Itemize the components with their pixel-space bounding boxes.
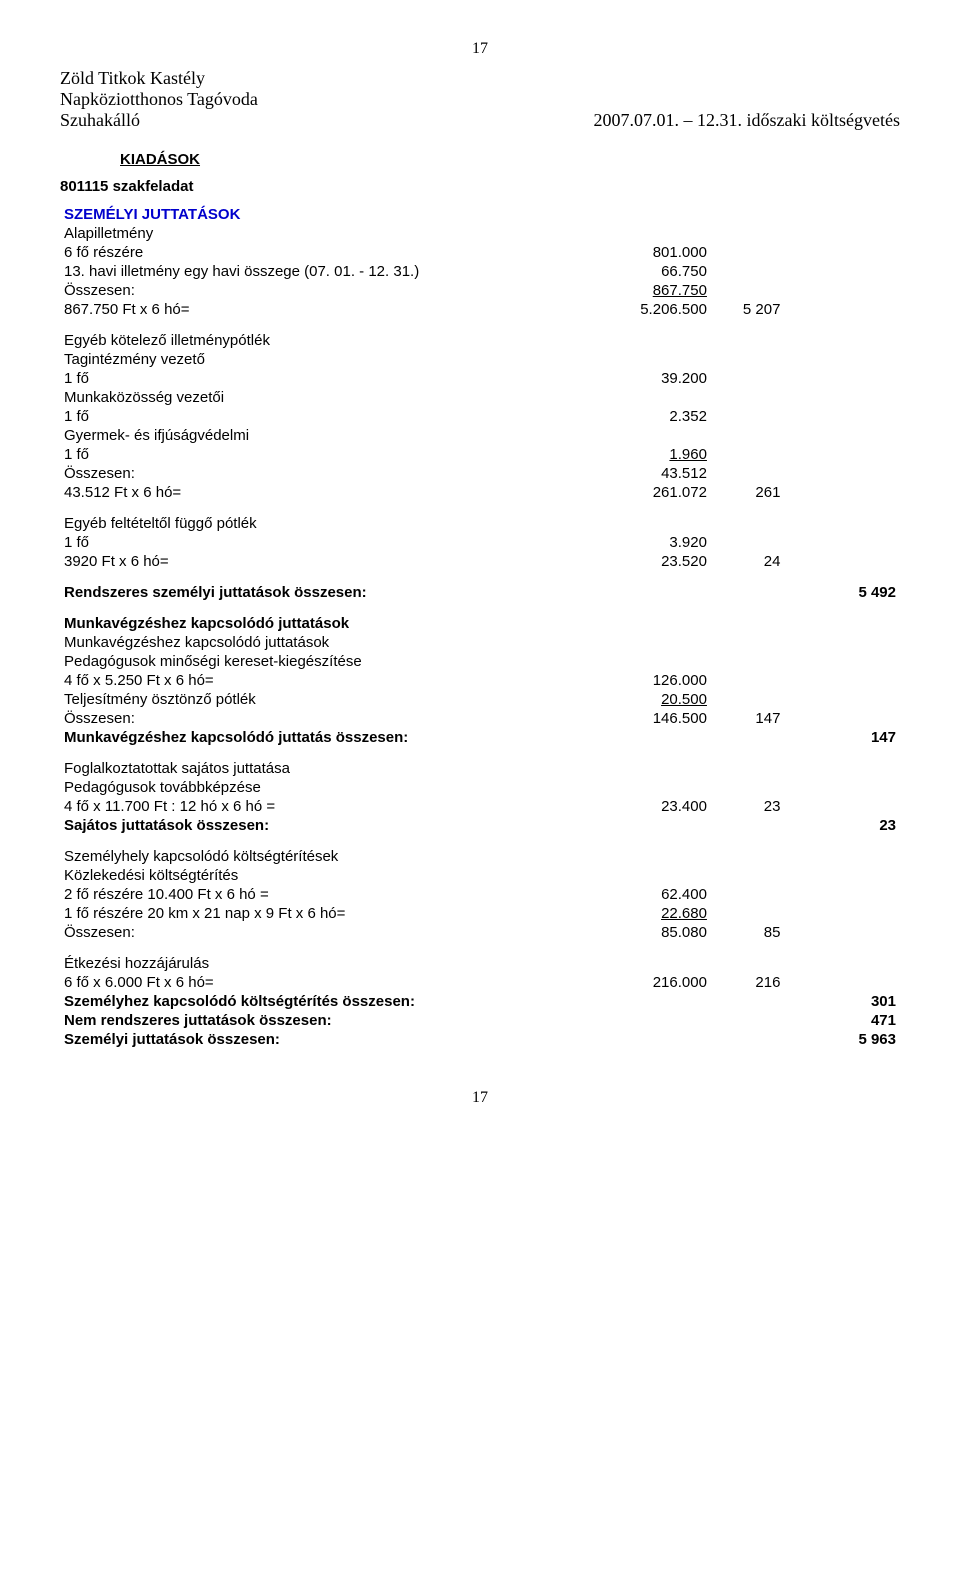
etk-l5-col3: 5 963 (784, 1030, 900, 1049)
munka-l5-col2: 147 (711, 709, 784, 728)
budget-content: KIADÁSOK 801115 szakfeladat SZEMÉLYI JUT… (60, 151, 900, 1049)
felt-l2-label: 3920 Ft x 6 hó= (60, 552, 606, 571)
alap-line3-val: 66.750 (606, 262, 711, 281)
munka-l1: Munkavégzéshez kapcsolódó juttatások (60, 633, 606, 652)
saj-l3-val: 23.400 (606, 797, 711, 816)
alap-line5-val: 5.206.500 (606, 300, 711, 319)
kot-l6-val: 1.960 (606, 445, 711, 464)
kot-l2-val: 39.200 (606, 369, 711, 388)
subfeladat: 801115 szakfeladat (60, 178, 900, 195)
felt-l2-col2: 24 (711, 552, 784, 571)
org-line-1: Zöld Titkok Kastély (60, 68, 258, 89)
szh-l5-val: 85.080 (606, 923, 711, 942)
munka-l3-val: 126.000 (606, 671, 711, 690)
kot-l8-col2: 261 (711, 483, 784, 502)
alap-line4-val: 867.750 (606, 281, 711, 300)
munka-l4-val: 20.500 (606, 690, 711, 709)
munka-title: Munkavégzéshez kapcsolódó juttatások (60, 614, 606, 633)
munka-l5-label: Összesen: (60, 709, 606, 728)
org-line-3: Szuhakálló (60, 110, 258, 131)
munka-l2: Pedagógusok minőségi kereset-kiegészítés… (60, 652, 606, 671)
szh-l5-label: Összesen: (60, 923, 606, 942)
szh-l3-label: 2 fő részére 10.400 Ft x 6 hó = (60, 885, 606, 904)
kot-l4-label: 1 fő (60, 407, 606, 426)
szh-l4-val: 22.680 (606, 904, 711, 923)
saj-l4-label: Sajátos juttatások összesen: (60, 816, 606, 835)
alap-line2-label: 6 fő részére (60, 243, 606, 262)
etk-l2-label: 6 fő x 6.000 Ft x 6 hó= (60, 973, 606, 992)
felt-title: Egyéb feltételtől függő pótlék (60, 514, 606, 533)
alap-line5-label: 867.750 Ft x 6 hó= (60, 300, 606, 319)
kot-l6-label: 1 fő (60, 445, 606, 464)
etk-l3-label: Személyhez kapcsolódó költségtérítés öss… (60, 992, 606, 1011)
szh-l3-val: 62.400 (606, 885, 711, 904)
etk-l1: Étkezési hozzájárulás (60, 954, 606, 973)
page-header: Zöld Titkok Kastély Napköziotthonos Tagó… (60, 68, 900, 131)
munka-l6-label: Munkavégzéshez kapcsolódó juttatás össze… (60, 728, 606, 747)
kot-l1: Tagintézmény vezető (60, 350, 606, 369)
szh-l1: Személyhely kapcsolódó költségtérítések (60, 847, 606, 866)
page-number-top: 17 (60, 40, 900, 58)
etk-l4-col3: 471 (784, 1011, 900, 1030)
alap-line3-label: 13. havi illetmény egy havi összege (07.… (60, 262, 606, 281)
alap-line4-label: Összesen: (60, 281, 606, 300)
rendszeres-val: 5 492 (784, 583, 900, 602)
szh-l4-label: 1 fő részére 20 km x 21 nap x 9 Ft x 6 h… (60, 904, 606, 923)
kot-title: Egyéb kötelező illetménypótlék (60, 331, 606, 350)
etk-l2-val: 216.000 (606, 973, 711, 992)
page-number-bottom: 17 (60, 1089, 900, 1107)
saj-l3-col2: 23 (711, 797, 784, 816)
budget-table: SZEMÉLYI JUTTATÁSOK Alapilletmény 6 fő r… (60, 205, 900, 1049)
alap-line2-val: 801.000 (606, 243, 711, 262)
group-szemelyi: SZEMÉLYI JUTTATÁSOK (64, 206, 240, 223)
etk-l2-col2: 216 (711, 973, 784, 992)
felt-l1-label: 1 fő (60, 533, 606, 552)
saj-l3-label: 4 fő x 11.700 Ft : 12 hó x 6 hó = (60, 797, 606, 816)
etk-l3-col3: 301 (784, 992, 900, 1011)
kot-l8-label: 43.512 Ft x 6 hó= (60, 483, 606, 502)
org-line-2: Napköziotthonos Tagóvoda (60, 89, 258, 110)
szh-l2: Közlekedési költségtérítés (60, 866, 606, 885)
saj-l2: Pedagógusok továbbképzése (60, 778, 606, 797)
etk-l5-label: Személyi juttatások összesen: (60, 1030, 606, 1049)
etk-l4-label: Nem rendszeres juttatások összesen: (60, 1011, 606, 1030)
munka-l6-col3: 147 (784, 728, 900, 747)
kot-l5: Gyermek- és ifjúságvédelmi (60, 426, 606, 445)
kot-l4-val: 2.352 (606, 407, 711, 426)
saj-l1: Foglalkoztatottak sajátos juttatása (60, 759, 606, 778)
saj-l4-col3: 23 (784, 816, 900, 835)
felt-l1-val: 3.920 (606, 533, 711, 552)
header-period: 2007.07.01. – 12.31. időszaki költségvet… (594, 110, 900, 131)
munka-l3-label: 4 fő x 5.250 Ft x 6 hó= (60, 671, 606, 690)
kot-l3: Munkaközösség vezetői (60, 388, 606, 407)
alap-line1: Alapilletmény (60, 224, 606, 243)
kot-l7-val: 43.512 (606, 464, 711, 483)
felt-l2-val: 23.520 (606, 552, 711, 571)
kot-l7-label: Összesen: (60, 464, 606, 483)
kot-l2-label: 1 fő (60, 369, 606, 388)
munka-l4-label: Teljesítmény ösztönző pótlék (60, 690, 606, 709)
header-org: Zöld Titkok Kastély Napköziotthonos Tagó… (60, 68, 258, 131)
munka-l5-val: 146.500 (606, 709, 711, 728)
alap-line5-col2: 5 207 (711, 300, 784, 319)
section-title: KIADÁSOK (120, 151, 900, 168)
kot-l8-val: 261.072 (606, 483, 711, 502)
rendszeres-label: Rendszeres személyi juttatások összesen: (60, 583, 606, 602)
szh-l5-col2: 85 (711, 923, 784, 942)
